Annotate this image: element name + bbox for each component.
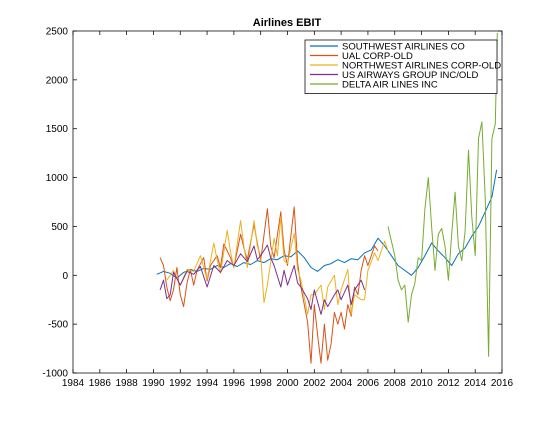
y-tick-label: 2000 [46, 75, 69, 86]
series-line-delta-air-lines-inc [387, 32, 498, 357]
x-tick-label: 1992 [169, 378, 192, 389]
y-tick-label: 1500 [46, 124, 69, 135]
x-tick-label: 1994 [196, 378, 219, 389]
series-line-southwest-airlines-co [156, 169, 498, 279]
x-tick-label: 1998 [250, 378, 273, 389]
x-tick-label: 2008 [384, 378, 407, 389]
x-tick-label: 2000 [276, 378, 299, 389]
legend-label: NORTHWEST AIRLINES CORP-OLD [342, 60, 501, 71]
x-tick-label: 2014 [464, 378, 487, 389]
axis-layer: 1984 1986 1988 1990 1992 1994 1996 1998 2000 2002… [42, 27, 513, 390]
x-tick-label: 2016 [491, 378, 514, 389]
series-line-northwest-airlines-corp-old [166, 216, 389, 315]
x-tick-label: 1986 [89, 378, 112, 389]
x-tick-label: 1996 [223, 378, 246, 389]
y-tick-label: -500 [48, 320, 68, 331]
legend-label: UAL CORP-OLD [342, 51, 413, 62]
x-tick-label: 2004 [330, 378, 353, 389]
y-tick-label: -1000 [42, 369, 68, 380]
chart-title: Airlines EBIT [253, 17, 322, 29]
x-tick-label: 1988 [116, 378, 139, 389]
x-tick-label: 2010 [410, 378, 433, 389]
y-tick-label: 2500 [46, 27, 69, 38]
y-tick-label: 1000 [46, 173, 69, 184]
legend-label: SOUTHWEST AIRLINES CO [342, 41, 465, 52]
y-tick-label: 0 [62, 271, 68, 282]
x-tick-label: 1984 [62, 378, 85, 389]
series-line-us-airways-group-inc-old [159, 244, 366, 315]
x-tick-label: 1990 [142, 378, 165, 389]
legend-label: DELTA AIR LINES INC [342, 79, 438, 90]
x-tick-label: 2006 [357, 378, 380, 389]
legend-label: US AIRWAYS GROUP INC/OLD [342, 70, 479, 81]
x-tick-label: 2002 [303, 378, 326, 389]
y-tick-label: 500 [51, 222, 68, 233]
x-tick-label: 2012 [437, 378, 460, 389]
series-layer [156, 32, 498, 364]
